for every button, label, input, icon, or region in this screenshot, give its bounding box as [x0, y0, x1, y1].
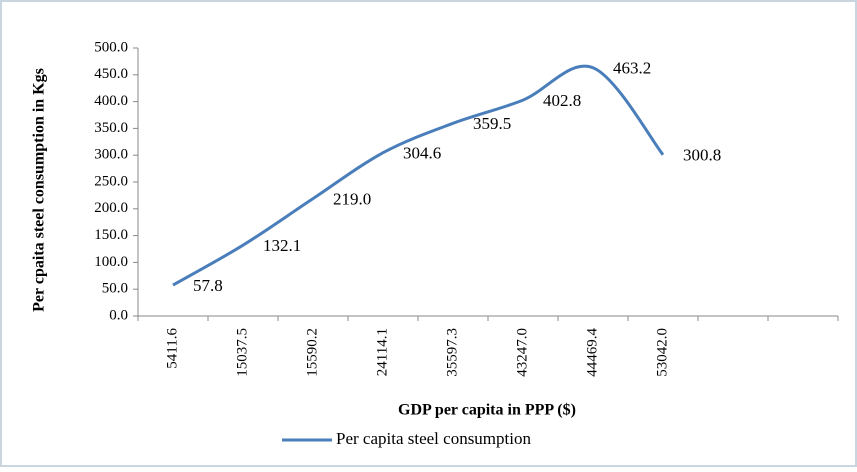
y-tick-label: 50.0 — [102, 281, 128, 297]
x-tick-label: 43247.0 — [514, 328, 530, 377]
x-tick-label: 24114.1 — [374, 328, 390, 376]
x-tick-label: 15037.5 — [234, 328, 250, 377]
y-tick-label: 0.0 — [109, 307, 128, 323]
line — [172, 64, 665, 287]
data-label: 219.0 — [333, 190, 371, 209]
y-tick-label: 100.0 — [94, 254, 128, 270]
y-tick-label: 450.0 — [94, 66, 128, 82]
x-tick-label: 35597.3 — [444, 328, 460, 377]
y-tick-label: 400.0 — [94, 93, 128, 109]
x-tick-label: 53042.0 — [654, 328, 670, 377]
y-tick-label: 300.0 — [94, 147, 128, 163]
legend-label: Per capita steel consumption — [336, 429, 531, 448]
data-label: 57.8 — [193, 276, 223, 295]
x-tick-label: 5411.6 — [164, 328, 180, 369]
y-tick-label: 250.0 — [94, 173, 128, 189]
y-tick-label: 200.0 — [94, 200, 128, 216]
x-axis-title: GDP per capita in PPP ($) — [398, 402, 576, 419]
x-tick-label: 44469.4 — [584, 328, 600, 377]
y-tick-label: 500.0 — [94, 39, 128, 55]
data-label: 304.6 — [403, 144, 441, 163]
data-label: 132.1 — [263, 236, 301, 255]
y-axis-title: Per cpaita steel consumption in Kgs — [31, 68, 48, 312]
data-label: 463.2 — [613, 59, 651, 78]
data-label: 300.8 — [683, 146, 721, 165]
data-label: 402.8 — [543, 91, 581, 110]
y-tick-label: 350.0 — [94, 120, 128, 136]
y-tick-label: 150.0 — [94, 227, 128, 243]
x-tick-label: 15590.2 — [304, 328, 320, 377]
data-label: 359.5 — [473, 114, 511, 133]
